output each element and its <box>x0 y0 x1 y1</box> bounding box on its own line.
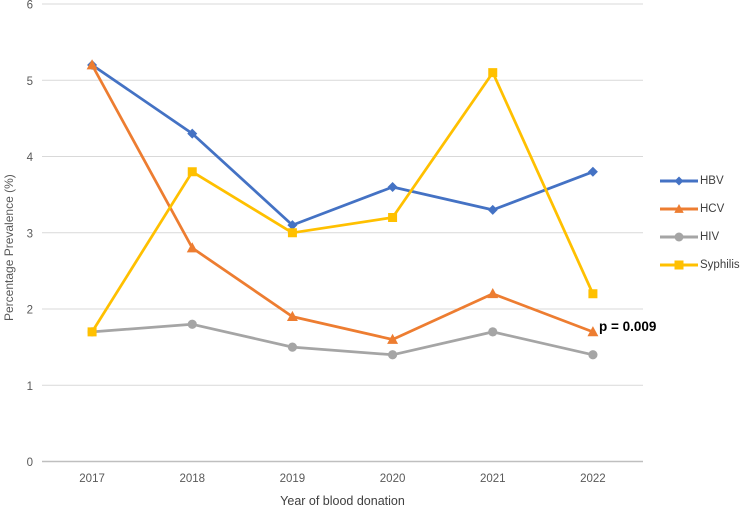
legend-marker-syphilis <box>660 260 698 270</box>
legend-label-hcv: HCV <box>700 203 725 215</box>
x-tick-label-2017: 2017 <box>79 473 105 485</box>
p-value-annotation: p = 0.009 <box>599 319 657 334</box>
marker-hbv-2019 <box>287 220 298 231</box>
legend-label-hbv: HBV <box>700 175 724 187</box>
marker-syphilis-2020 <box>388 213 398 222</box>
marker-hcv-2018 <box>186 242 198 253</box>
legend-marker-hiv <box>660 232 698 242</box>
x-tick-label-2021: 2021 <box>480 473 506 485</box>
legend-item-hbv: HBV <box>660 172 740 190</box>
x-axis-title: Year of blood donation <box>280 494 405 508</box>
marker-hiv-2022 <box>588 350 598 360</box>
x-tick-label-2022: 2022 <box>580 473 606 485</box>
y-axis-title: Percentage Prevalence (%) <box>2 174 16 322</box>
marker-syphilis-2018 <box>187 167 197 177</box>
marker-syphilis-2017 <box>87 327 97 337</box>
series-line-hbv <box>90 63 595 227</box>
marker-hcv-2017 <box>86 59 98 70</box>
y-tick-label-2: 2 <box>27 305 33 317</box>
y-tick-label-3: 3 <box>27 228 33 240</box>
marker-hbv-2020 <box>387 182 398 192</box>
y-tick-label-4: 4 <box>27 152 34 164</box>
legend-shape-hbv <box>674 176 684 186</box>
legend-item-hiv: HIV <box>660 228 740 246</box>
marker-hbv-2021 <box>487 204 498 215</box>
legend-marker-hcv <box>660 204 698 213</box>
x-tick-label-2020: 2020 <box>380 473 406 485</box>
marker-hbv-2018 <box>187 128 198 139</box>
marker-syphilis-2021 <box>488 68 498 78</box>
y-tick-label-6: 6 <box>27 0 33 12</box>
legend-label-syphilis: Syphilis <box>700 259 740 271</box>
series-line-syphilis <box>90 71 595 334</box>
legend-shape-syphilis <box>674 260 684 270</box>
marker-hcv-2022 <box>587 326 599 337</box>
marker-hiv-2019 <box>287 342 298 352</box>
legend-item-hcv: HCV <box>660 200 740 218</box>
marker-hcv-2020 <box>387 333 399 344</box>
marker-hbv-2022 <box>587 166 598 177</box>
y-tick-label-0: 0 <box>27 457 33 469</box>
legend-label-hiv: HIV <box>700 231 720 243</box>
x-tick-label-2019: 2019 <box>280 473 306 485</box>
legend-shape-hiv <box>674 232 684 242</box>
marker-syphilis-2019 <box>287 228 297 238</box>
marker-hcv-2021 <box>487 288 499 299</box>
series-line-hiv <box>90 322 595 357</box>
marker-hcv-2019 <box>286 310 298 322</box>
series-line-hcv <box>90 63 595 341</box>
legend: HBV HCV HIV Syphilis <box>660 172 740 274</box>
marker-hiv-2020 <box>387 350 398 360</box>
legend-shape-hcv <box>674 204 684 213</box>
y-tick-label-5: 5 <box>27 76 33 88</box>
x-tick-label-2018: 2018 <box>179 473 205 485</box>
legend-item-syphilis: Syphilis <box>660 256 740 274</box>
marker-hiv-2018 <box>187 319 197 329</box>
y-tick-label-1: 1 <box>27 381 33 393</box>
marker-hiv-2021 <box>488 327 498 337</box>
marker-syphilis-2022 <box>588 289 598 299</box>
legend-marker-hbv <box>660 176 698 186</box>
